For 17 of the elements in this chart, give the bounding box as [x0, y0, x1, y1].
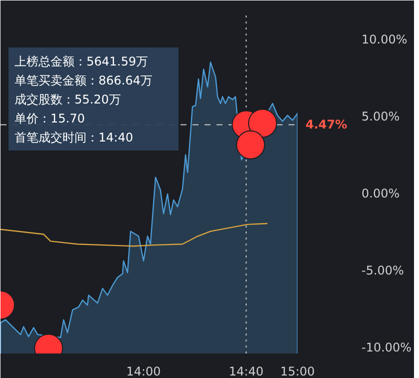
x-tick-label: 14:00 — [126, 364, 161, 378]
annotation: 成交股数：55.20万 — [14, 92, 121, 106]
y-tick-label: -5.00% — [362, 263, 404, 278]
x-tick-label: 15:00 — [280, 364, 315, 378]
point — [236, 130, 266, 160]
y-tick-label: -10.00% — [362, 340, 412, 354]
ref-line-label: 4.47% — [306, 118, 348, 132]
y-tick-label: 0.00% — [362, 186, 400, 200]
annotation: 单笔买卖金额：866.64万 — [14, 74, 152, 88]
line-series — [0, 222, 268, 247]
point — [248, 108, 278, 138]
annotation: 单价：15.70 — [14, 112, 85, 126]
y-tick-label: 10.00% — [362, 32, 408, 47]
x-tick-label: 14:40 — [228, 364, 264, 378]
y-tick-label: 5.00% — [362, 110, 400, 124]
annotation: 上榜总金额：5641.59万 — [14, 54, 148, 68]
annotation: 首笔成交时间：14:40 — [14, 130, 134, 144]
